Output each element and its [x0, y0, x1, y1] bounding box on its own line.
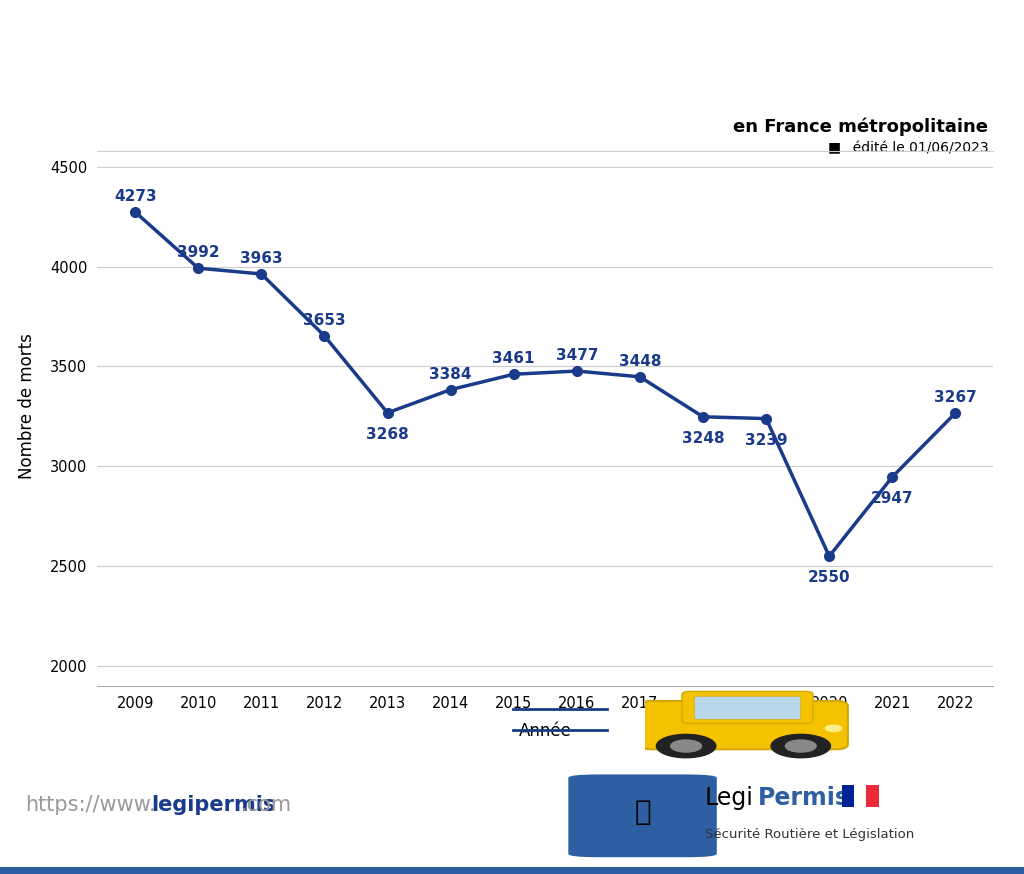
Text: 3267: 3267	[934, 390, 977, 405]
Text: 3992: 3992	[177, 246, 219, 260]
Circle shape	[771, 734, 830, 758]
Text: Permis: Permis	[758, 786, 850, 810]
Text: 3239: 3239	[744, 433, 787, 447]
Text: ■: ■	[827, 140, 841, 154]
Text: en France métropolitaine: en France métropolitaine	[733, 118, 988, 136]
Text: 2550: 2550	[808, 570, 851, 586]
Text: 3653: 3653	[303, 313, 346, 328]
Text: 3248: 3248	[682, 431, 724, 446]
Y-axis label: Nombre de morts: Nombre de morts	[18, 334, 36, 479]
FancyBboxPatch shape	[682, 691, 813, 724]
Text: 2947: 2947	[871, 491, 913, 506]
FancyBboxPatch shape	[639, 701, 848, 749]
Text: Legi: Legi	[705, 786, 754, 810]
Text: Sécurité Routière et Législation: Sécurité Routière et Législation	[705, 829, 913, 842]
Bar	[854, 785, 866, 807]
Circle shape	[671, 740, 701, 752]
Text: https://www.: https://www.	[26, 794, 157, 815]
Text: legipermis: legipermis	[152, 794, 275, 815]
Text: 3448: 3448	[618, 354, 662, 369]
Circle shape	[785, 740, 816, 752]
Text: 3963: 3963	[240, 251, 283, 266]
Bar	[0, 867, 1024, 874]
Bar	[866, 785, 879, 807]
Text: 3384: 3384	[429, 366, 472, 382]
Text: 4273: 4273	[114, 189, 157, 204]
X-axis label: Année: Année	[519, 722, 571, 740]
Bar	[842, 785, 854, 807]
Text: 3461: 3461	[493, 351, 535, 366]
Text: .com: .com	[241, 794, 292, 815]
Circle shape	[656, 734, 716, 758]
FancyBboxPatch shape	[694, 697, 801, 719]
Text: Evolution du nombre de morts sur la route de 2009 à 2022: Evolution du nombre de morts sur la rout…	[0, 37, 1024, 70]
Text: édité le 01/06/2023: édité le 01/06/2023	[844, 142, 988, 156]
Text: 3477: 3477	[556, 348, 598, 363]
Text: 🚗: 🚗	[634, 799, 651, 827]
Text: 3268: 3268	[367, 427, 409, 441]
Circle shape	[825, 725, 842, 732]
FancyBboxPatch shape	[568, 774, 717, 857]
